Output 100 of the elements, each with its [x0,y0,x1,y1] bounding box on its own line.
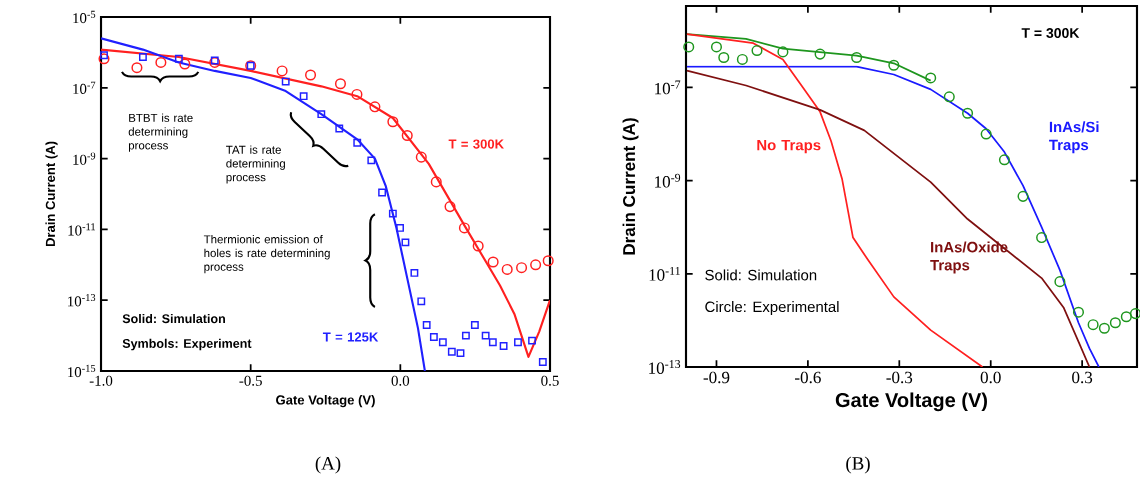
x-tick-label: 0.0 [980,371,1001,384]
point [430,176,442,188]
y-tick-label: 10$^{-13}$ [68,294,96,307]
text: InAs/Si Traps [1049,121,1099,154]
text: (A) [315,456,341,474]
point [487,256,499,268]
point [131,62,143,74]
point [1087,319,1099,331]
point [335,124,344,133]
point [1036,232,1048,244]
y-tick-label: 10$^{-15}$ [68,364,96,378]
point [174,54,183,63]
x-axis-title: Gate Voltage (V) [276,395,375,408]
y-axis-title: Drain Current (A) [45,141,58,247]
point [429,333,438,341]
annotation: T = 300K [1021,28,1080,39]
point [1054,276,1066,288]
point [422,321,431,329]
point [410,268,419,277]
point [438,338,447,347]
point [710,41,723,53]
series-label: T = 300K [448,139,504,149]
point [1017,190,1029,202]
point [736,53,748,65]
x-axis-title: Gate Voltage (V) [835,392,987,412]
point [299,92,308,101]
point [851,51,863,64]
point [317,110,326,119]
point [683,41,695,53]
x-tick-label: -0.6 [795,371,821,384]
point [1098,322,1110,334]
x-tick-label: -0.5 [239,375,262,386]
y-tick-label: 10$^{-7}$ [655,80,681,95]
annotation: Solid: Simulation [122,313,225,324]
x-tick-label: 0.5 [541,375,559,386]
y-axis-title: Drain Current (A) [622,118,639,255]
point [777,46,789,58]
y-tick-label: 10$^{-13}$ [649,360,681,374]
point [501,263,513,275]
point [179,58,191,70]
point [516,262,528,274]
point [472,240,484,252]
point [925,72,937,84]
point [528,336,536,345]
point [155,56,167,68]
series-label: No Traps [757,139,821,154]
y-tick-label: 10$^{-9}$ [655,173,681,188]
point [281,77,290,86]
annotation: BTBT is rate determining process [128,113,193,152]
point [334,78,347,90]
point [1072,306,1085,318]
point [387,116,399,128]
annotation: Symbols: Experiment [122,338,252,351]
point [499,342,508,350]
point [396,224,404,232]
point [401,238,410,247]
point [353,138,362,147]
x-tick-label: 0.0 [391,375,410,386]
x-tick-label: -0.9 [703,371,730,384]
point [1120,311,1132,323]
text: T = 125K [322,332,379,342]
point [401,129,413,142]
line-series [686,33,932,82]
point [100,51,108,60]
y-tick-label: 10$^{-11}$ [68,223,96,236]
point [367,156,376,165]
annotation: TAT is rate determining process [226,145,285,184]
point [444,201,456,213]
point [980,128,992,140]
x-tick-label: -1.0 [89,375,113,386]
point [417,297,426,306]
x-tick-label: -0.3 [886,371,913,384]
point [276,65,288,77]
point [814,48,826,60]
line-series [101,37,426,371]
point [542,255,554,267]
point [530,259,542,271]
point [461,331,470,340]
point [138,53,147,61]
point [1109,317,1121,329]
point [415,151,427,163]
point [470,321,479,329]
point [488,338,497,347]
point [514,338,522,347]
point [305,69,317,81]
point [998,154,1010,166]
y-tick-label: 10$^{-5}$ [73,10,96,24]
point [388,209,397,218]
annotation: Thermionic emission of holes is rate determining process [203,234,330,274]
point [378,188,387,197]
y-tick-label: 10$^{-7}$ [73,81,96,94]
annotation: Circle: Experimental [705,301,839,316]
point [458,222,470,234]
point [718,51,730,64]
point [751,45,763,57]
text: (B) [846,456,870,474]
point [538,358,547,366]
point [481,331,490,340]
point [943,91,955,103]
point [351,88,363,100]
